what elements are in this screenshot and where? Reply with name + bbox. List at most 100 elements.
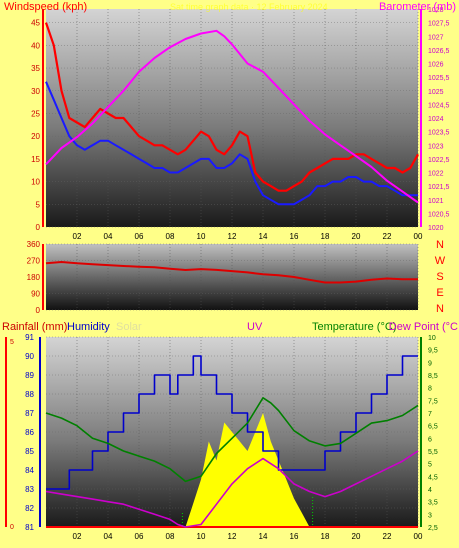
- wind-average-line: [45, 81, 418, 206]
- uv-title: UV: [247, 321, 263, 333]
- top-x-tick-label: 18: [321, 232, 330, 241]
- humidity-tick-label: 83: [25, 485, 34, 494]
- top-x-tick-label: 22: [383, 232, 392, 241]
- temperature-tick-label: 6,5: [428, 424, 438, 431]
- humidity-tick-label: 84: [25, 466, 34, 475]
- barometer-tick-label: 1020: [428, 225, 444, 232]
- windspeed-tick-label: 35: [31, 64, 40, 73]
- axis-layer: 0202040406060808101012121414161618182020…: [5, 7, 450, 541]
- temperature-tick-label: 6: [428, 436, 432, 443]
- temperature-tick-label: 3,5: [428, 500, 438, 507]
- dewpoint-title: Dew Point (°C: [389, 321, 458, 333]
- windspeed-tick-label: 5: [36, 200, 41, 209]
- temperature-tick-label: 5,5: [428, 449, 438, 456]
- barometer-tick-label: 1022,5: [428, 157, 450, 164]
- bottom-x-tick-label: 18: [321, 532, 330, 541]
- wind-gust-line: [44, 22, 419, 192]
- barometer-title: Barometer (mb): [379, 1, 456, 13]
- solar-area: [185, 413, 310, 527]
- temperature-tick-label: 4,5: [428, 474, 438, 481]
- barometer-line: [45, 29, 419, 204]
- top-x-tick-label: 16: [290, 232, 299, 241]
- compass-letter: E: [436, 287, 443, 299]
- windspeed-tick-label: 0: [36, 223, 41, 232]
- bottom-x-tick-label: 22: [383, 532, 392, 541]
- barometer-tick-label: 1023,5: [428, 130, 450, 137]
- top-x-tick-label: 02: [73, 232, 82, 241]
- series-layer: [44, 22, 419, 528]
- top-plot-area: [46, 9, 418, 227]
- direction-tick-label: 0: [36, 306, 41, 315]
- temperature-tick-label: 5: [428, 462, 432, 469]
- temperature-tick-label: 9: [428, 360, 432, 367]
- bottom-x-tick-label: 14: [259, 532, 268, 541]
- humidity-tick-label: 82: [25, 504, 34, 513]
- barometer-tick-label: 1023: [428, 143, 444, 150]
- top-x-tick-label: 06: [135, 232, 144, 241]
- bottom-x-tick-label: 20: [352, 532, 361, 541]
- humidity-tick-label: 88: [25, 390, 34, 399]
- rainfall-title: Rainfall (mm): [2, 321, 67, 333]
- barometer-tick-label: 1027: [428, 34, 444, 41]
- temperature-title: Temperature (°C): [312, 321, 396, 333]
- temperature-tick-label: 9,5: [428, 348, 438, 355]
- barometer-tick-label: 1021,5: [428, 184, 450, 191]
- top-x-tick-label: 08: [166, 232, 175, 241]
- top-x-tick-label: 12: [228, 232, 237, 241]
- temperature-tick-label: 4: [428, 487, 432, 494]
- temperature-tick-label: 8,5: [428, 373, 438, 380]
- barometer-tick-label: 1021: [428, 198, 444, 205]
- windspeed-tick-label: 45: [31, 19, 40, 28]
- windspeed-tick-label: 30: [31, 87, 40, 96]
- direction-tick-label: 270: [27, 257, 41, 266]
- barometer-tick-label: 1026,5: [428, 48, 450, 55]
- barometer-tick-label: 1026: [428, 62, 444, 69]
- dewpoint-line: [45, 450, 419, 528]
- humidity-tick-label: 81: [25, 523, 34, 532]
- windspeed-title: Windspeed (kph): [4, 1, 87, 13]
- direction-tick-label: 90: [31, 290, 40, 299]
- top-x-tick-label: 04: [104, 232, 113, 241]
- bottom-x-tick-label: 04: [104, 532, 113, 541]
- compass-letter: N: [436, 303, 444, 315]
- bottom-x-tick-label: 08: [166, 532, 175, 541]
- barometer-tick-label: 1025,5: [428, 75, 450, 82]
- temperature-tick-label: 10: [428, 335, 436, 342]
- windspeed-tick-label: 40: [31, 41, 40, 50]
- bottom-x-tick-label: 02: [73, 532, 82, 541]
- top-x-tick-label: 20: [352, 232, 361, 241]
- bottom-x-tick-label: 00: [414, 532, 423, 541]
- temperature-tick-label: 2,5: [428, 525, 438, 532]
- compass-letter: N: [436, 239, 444, 251]
- bottom-x-tick-label: 10: [197, 532, 206, 541]
- humidity-title: Humidity: [67, 321, 110, 333]
- humidity-tick-label: 86: [25, 428, 34, 437]
- barometer-tick-label: 1024: [428, 116, 444, 123]
- direction-tick-label: 360: [27, 240, 41, 249]
- windspeed-tick-label: 15: [31, 155, 40, 164]
- bottom-x-tick-label: 06: [135, 532, 144, 541]
- top-x-tick-label: 00: [414, 232, 423, 241]
- barometer-tick-label: 1028: [428, 7, 444, 14]
- humidity-tick-label: 90: [25, 352, 34, 361]
- windspeed-tick-label: 20: [31, 132, 40, 141]
- barometer-tick-label: 1020,5: [428, 211, 450, 218]
- temperature-tick-label: 8: [428, 386, 432, 393]
- humidity-tick-label: 91: [25, 333, 34, 342]
- temperature-tick-label: 3: [428, 512, 432, 519]
- barometer-tick-label: 1022: [428, 171, 444, 178]
- rain-tick-label: 0: [10, 524, 14, 531]
- wind-direction-line: [45, 261, 418, 284]
- humidity-tick-label: 87: [25, 409, 34, 418]
- top-x-tick-label: 14: [259, 232, 268, 241]
- humidity-line: [46, 355, 418, 490]
- temperature-tick-label: 7,5: [428, 398, 438, 405]
- graph-center-text: Sat time graph data · 12 February 2024: [170, 2, 328, 12]
- rain-tick-label: 5: [10, 339, 14, 346]
- humidity-tick-label: 85: [25, 447, 34, 456]
- windspeed-tick-label: 25: [31, 109, 40, 118]
- temperature-line: [45, 396, 419, 483]
- humidity-tick-label: 89: [25, 371, 34, 380]
